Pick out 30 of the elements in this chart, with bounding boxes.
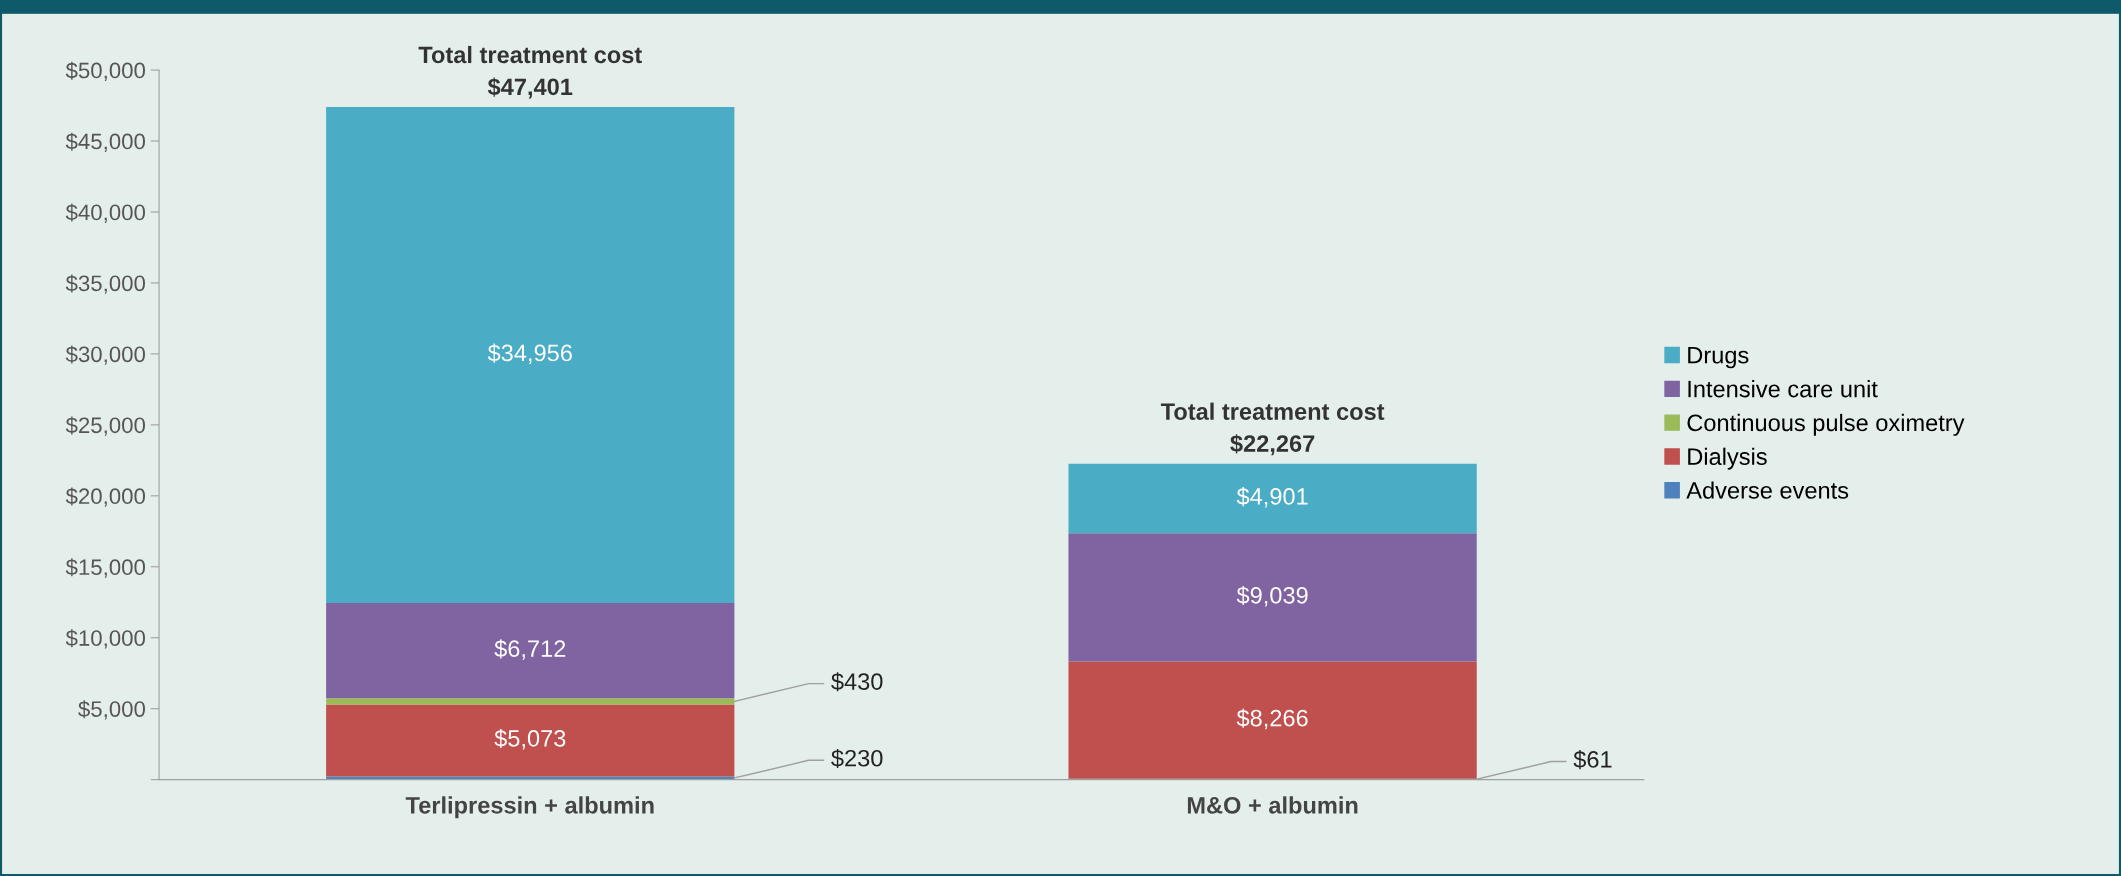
data-label: $6,712: [494, 639, 566, 660]
x-tick-label: M&O + albumin: [1187, 796, 1358, 814]
y-tick-label: $45,000: [65, 132, 146, 152]
legend-label: Intensive care unit: [1688, 380, 1878, 398]
data-label: $34,956: [487, 343, 572, 365]
data-label: $430: [831, 672, 883, 692]
y-tick-label: $5,000: [78, 700, 146, 720]
legend-label: Drugs: [1688, 347, 1749, 369]
y-tick-label: $10,000: [65, 629, 146, 649]
y-tick-label: $30,000: [65, 345, 146, 365]
total-label: $47,401: [487, 77, 573, 99]
data-label: $4,901: [1236, 487, 1308, 508]
y-tick-label: $35,000: [65, 274, 146, 294]
y-tick-label: $25,000: [65, 416, 146, 436]
legend-label: Continuous pulse oximetry: [1687, 413, 1965, 436]
data-label: $61: [1573, 750, 1612, 770]
y-tick-label: $50,000: [65, 61, 146, 81]
data-label: $5,073: [494, 729, 566, 750]
y-tick-label: $15,000: [65, 558, 146, 578]
annotation: Total treatment cost: [418, 45, 642, 64]
data-label: $9,039: [1236, 585, 1308, 607]
y-tick-label: $20,000: [65, 487, 146, 507]
data-label: $230: [831, 748, 883, 769]
y-tick-label: $40,000: [65, 203, 146, 223]
annotation: Total treatment cost: [1160, 402, 1385, 420]
legend-label: Dialysis: [1688, 447, 1767, 470]
x-tick-label: Terlipressin + albumin: [405, 796, 654, 819]
legend-label: Adverse events: [1686, 481, 1849, 499]
data-label: $8,266: [1236, 708, 1308, 730]
total-label: $22,267: [1230, 434, 1315, 456]
